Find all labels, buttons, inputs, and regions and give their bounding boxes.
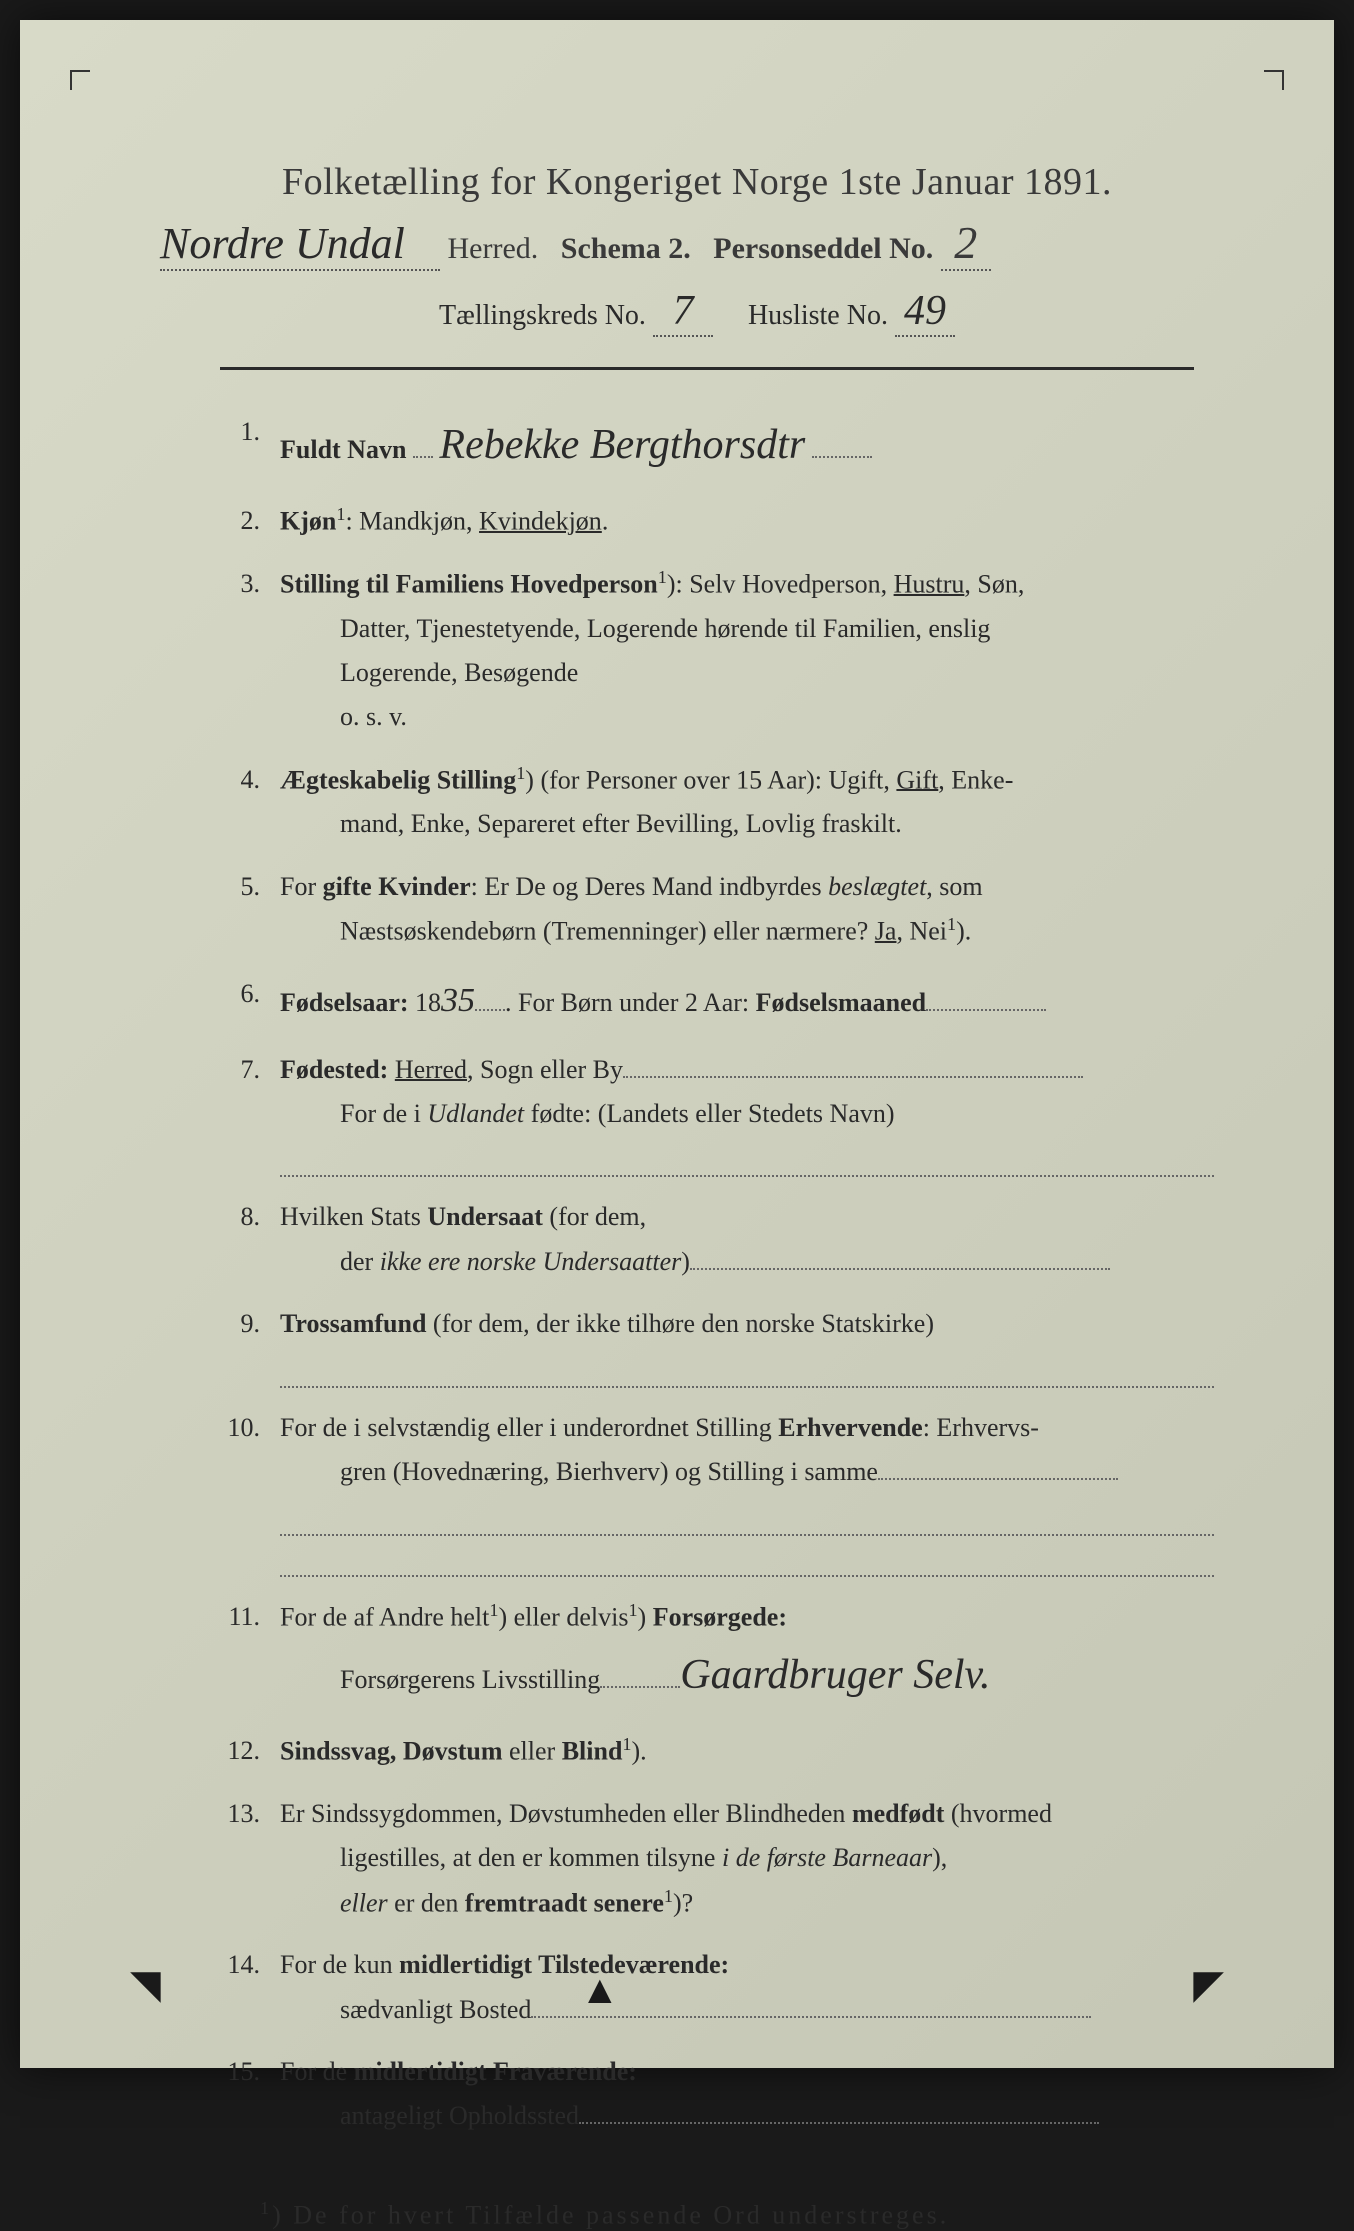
registration-mark: ◤ bbox=[1193, 1961, 1224, 2008]
blank-line bbox=[280, 1346, 1214, 1388]
corner-mark-tr bbox=[1264, 70, 1284, 90]
item-num: 6. bbox=[220, 972, 280, 1030]
item-num: 12. bbox=[220, 1729, 280, 1774]
label: Ægteskabelig Stilling bbox=[280, 765, 516, 794]
line: o. s. v. bbox=[280, 695, 1214, 739]
blank-line bbox=[280, 1136, 1214, 1178]
label: Stilling til Familiens Hovedperson bbox=[280, 570, 658, 599]
item-num: 5. bbox=[220, 865, 280, 954]
label: Sindssvag, Døvstum bbox=[280, 1737, 503, 1766]
item-7-birthplace: 7. Fødested: Herred, Sogn eller By For d… bbox=[220, 1048, 1214, 1178]
item-2-sex: 2. Kjøn1: Mandkjøn, Kvindekjøn. bbox=[220, 499, 1214, 544]
form-items: 1. Fuldt Navn Rebekke Bergthorsdtr 2. Kj… bbox=[160, 410, 1234, 2138]
item-num: 10. bbox=[220, 1406, 280, 1578]
item-11-supported: 11. For de af Andre helt1) eller delvis1… bbox=[220, 1595, 1214, 1711]
item-9-religion: 9. Trossamfund (for dem, der ikke tilhør… bbox=[220, 1302, 1214, 1388]
footnote-text: ) De for hvert Tilfælde passende Ord und… bbox=[272, 2201, 949, 2230]
relation-selected: Hustru bbox=[894, 570, 965, 599]
personseddel-label: Personseddel No. bbox=[713, 232, 933, 265]
item-num: 9. bbox=[220, 1302, 280, 1388]
item-15-temp-absent: 15. For de midlertidigt Fraværende: anta… bbox=[220, 2050, 1214, 2138]
item-num: 14. bbox=[220, 1943, 280, 2031]
item-num: 4. bbox=[220, 758, 280, 847]
kreds-label: Tællingskreds No. bbox=[439, 300, 646, 331]
item-6-birthyear: 6. Fødselsaar: 1835. For Børn under 2 Aa… bbox=[220, 972, 1214, 1030]
label: Trossamfund bbox=[280, 1309, 426, 1338]
birthplace-selected: Herred bbox=[395, 1055, 467, 1084]
item-10-occupation: 10. For de i selvstændig eller i underor… bbox=[220, 1406, 1214, 1578]
label: Fødested: bbox=[280, 1055, 395, 1084]
item-num: 7. bbox=[220, 1048, 280, 1178]
form-header: Folketælling for Kongeriget Norge 1ste J… bbox=[160, 160, 1234, 337]
item-12-disability: 12. Sindssvag, Døvstum eller Blind1). bbox=[220, 1729, 1214, 1774]
footnote: 1) De for hvert Tilfælde passende Ord un… bbox=[160, 2198, 1234, 2231]
line: Logerende, Besøgende bbox=[280, 651, 1214, 695]
item-5-related: 5. For gifte Kvinder: Er De og Deres Man… bbox=[220, 865, 1214, 954]
item-13-congenital: 13. Er Sindssygdommen, Døvstumheden elle… bbox=[220, 1792, 1214, 1925]
item-1-name: 1. Fuldt Navn Rebekke Bergthorsdtr bbox=[220, 410, 1214, 481]
label: Fødselsaar: bbox=[280, 988, 409, 1017]
item-num: 15. bbox=[220, 2050, 280, 2138]
blank-line bbox=[280, 1494, 1214, 1536]
kreds-no: 7 bbox=[653, 287, 713, 337]
line: Datter, Tjenestetyende, Logerende hørend… bbox=[280, 607, 1214, 651]
sex-selected: Kvindekjøn bbox=[479, 507, 602, 536]
item-num: 11. bbox=[220, 1595, 280, 1711]
registration-mark: ◥ bbox=[130, 1961, 161, 2008]
census-form-page: Folketælling for Kongeriget Norge 1ste J… bbox=[20, 20, 1334, 2068]
herred-label: Herred. bbox=[448, 232, 539, 265]
name-handwritten: Rebekke Bergthorsdtr bbox=[439, 410, 805, 481]
form-title: Folketælling for Kongeriget Norge 1ste J… bbox=[160, 160, 1234, 204]
birthyear-hw: 35 bbox=[441, 982, 475, 1019]
item-num: 2. bbox=[220, 499, 280, 544]
item-8-citizenship: 8. Hvilken Stats Undersaat (for dem, der… bbox=[220, 1195, 1214, 1283]
district-line: Nordre Undal Herred. Schema 2. Personsed… bbox=[160, 216, 1234, 271]
corner-mark-tl bbox=[70, 70, 90, 90]
label: Kjøn bbox=[280, 507, 336, 536]
district-handwritten: Nordre Undal bbox=[160, 218, 440, 271]
item-4-marital: 4. Ægteskabelig Stilling1) (for Personer… bbox=[220, 758, 1214, 847]
personseddel-no: 2 bbox=[941, 216, 991, 271]
husliste-label: Husliste No. bbox=[748, 300, 888, 331]
kreds-line: Tællingskreds No. 7 Husliste No. 49 bbox=[160, 287, 1234, 337]
header-divider bbox=[220, 367, 1194, 370]
provider-hw: Gaardbruger Selv. bbox=[680, 1640, 990, 1711]
item-3-relation: 3. Stilling til Familiens Hovedperson1):… bbox=[220, 562, 1214, 739]
schema-label: Schema 2. bbox=[561, 232, 691, 265]
item-num: 3. bbox=[220, 562, 280, 739]
line: mand, Enke, Separeret efter Bevilling, L… bbox=[280, 802, 1214, 846]
blank-line bbox=[280, 1536, 1214, 1578]
item-14-temp-present: 14. For de kun midlertidigt Tilstedevære… bbox=[220, 1943, 1214, 2031]
item-num: 13. bbox=[220, 1792, 280, 1925]
item-num: 8. bbox=[220, 1195, 280, 1283]
marital-selected: Gift bbox=[896, 765, 938, 794]
registration-mark: ▲ bbox=[580, 1966, 620, 2013]
husliste-no: 49 bbox=[895, 287, 955, 337]
label: Fuldt Navn bbox=[280, 435, 406, 464]
item-num: 1. bbox=[220, 410, 280, 481]
related-selected: Ja bbox=[875, 917, 897, 946]
